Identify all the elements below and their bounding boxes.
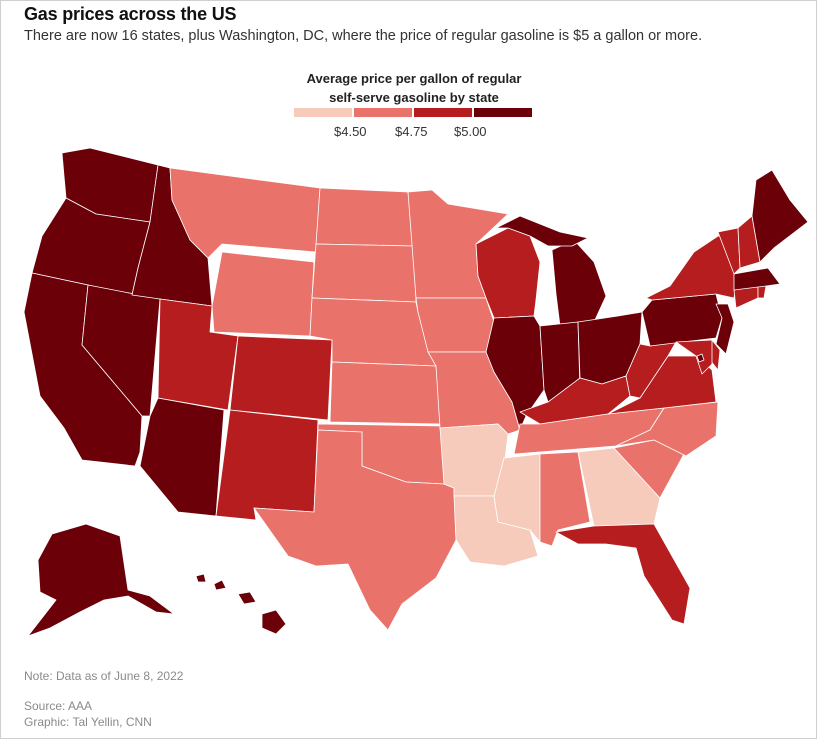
chart-subtitle: There are now 16 states, plus Washington… (24, 28, 703, 44)
chart-title: Gas prices across the US (24, 4, 237, 24)
state-DC (696, 353, 705, 363)
legend-swatch-tier-3 (474, 108, 532, 117)
state-GA (577, 447, 661, 527)
state-HI-oahu (213, 579, 227, 591)
state-WY (211, 251, 315, 337)
state-HI-kauai (195, 573, 207, 583)
state-NC (615, 401, 719, 457)
footer-graphic-credit: Graphic: Tal Yellin, CNN (24, 715, 152, 729)
state-AZ (139, 397, 225, 517)
state-IA (415, 297, 495, 353)
legend-swatch-tier-1 (354, 108, 412, 117)
state-AK (27, 523, 175, 637)
legend-tick-450: $4.50 (334, 124, 367, 139)
footer-source: Source: AAA (24, 699, 93, 713)
legend-swatch-tier-2 (414, 108, 472, 117)
legend-title: Average price per gallon of regular self… (284, 69, 544, 107)
state-NM (215, 409, 319, 521)
state-MI-up (495, 215, 589, 247)
state-SD (311, 243, 417, 303)
legend-swatch-tier-0 (294, 108, 352, 117)
legend-tick-500: $5.00 (454, 124, 487, 139)
state-KS (329, 361, 443, 425)
legend-color-scale (294, 108, 532, 117)
state-FL (555, 523, 691, 625)
state-IL (485, 315, 545, 431)
state-WV (625, 341, 677, 399)
state-ME (751, 169, 809, 263)
legend-title-line2: self-serve gasoline by state (329, 90, 499, 105)
legend-tick-475: $4.75 (395, 124, 428, 139)
state-MA (733, 267, 781, 291)
state-ND (315, 187, 415, 247)
state-RI (757, 285, 767, 299)
state-HI-maui (237, 591, 257, 605)
legend-title-line1: Average price per gallon of regular (306, 71, 522, 86)
state-MI (551, 239, 607, 327)
state-TX (253, 429, 457, 631)
state-MD (675, 339, 713, 375)
state-NY (645, 235, 737, 301)
state-PA (641, 293, 723, 347)
state-HI (261, 609, 287, 635)
state-NJ (715, 303, 735, 355)
state-CO (229, 335, 333, 421)
footer-note: Note: Data as of June 8, 2022 (24, 669, 184, 683)
